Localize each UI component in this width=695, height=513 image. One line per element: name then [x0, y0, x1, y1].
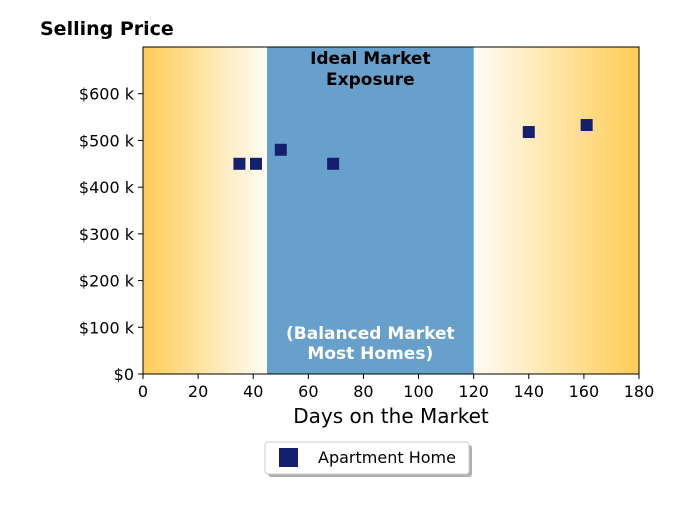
y-tick-label: $300 k: [79, 225, 135, 244]
data-point-6: [580, 119, 593, 132]
y-tick-label: $200 k: [79, 272, 135, 291]
legend-box: [264, 441, 470, 475]
x-axis-title: Days on the Market: [293, 404, 489, 428]
data-points: [233, 119, 593, 170]
data-point-2: [249, 157, 262, 170]
data-point-4: [327, 157, 340, 170]
data-point-1: [233, 157, 246, 170]
band-bottom-label-line1: (Balanced Market: [286, 324, 455, 344]
background-gradient-right: [473, 47, 639, 374]
y-tick-label: $100 k: [79, 318, 135, 337]
plot-area: [143, 47, 639, 374]
legend-marker-apartment-home: [279, 448, 298, 467]
x-tick-label: 120: [458, 382, 489, 401]
data-point-5: [522, 126, 535, 139]
x-tick-label: 60: [298, 382, 318, 401]
chart-title: Selling Price: [40, 18, 174, 40]
x-tick-label: 140: [514, 382, 545, 401]
y-tick-label: $0: [114, 365, 134, 384]
x-tick-label: 80: [353, 382, 373, 401]
band-top-label-line1: Ideal Market: [310, 49, 431, 69]
x-tick-label: 180: [624, 382, 655, 401]
x-tick-label: 0: [138, 382, 148, 401]
x-tick-label: 160: [569, 382, 600, 401]
x-tick-label: 20: [188, 382, 208, 401]
band-top-label-line2: Exposure: [326, 70, 415, 90]
plot-frame: [142, 46, 640, 375]
band-bottom-label-line2: Most Homes): [307, 344, 433, 364]
ideal-market-band: [267, 47, 474, 374]
x-tick-label: 100: [403, 382, 434, 401]
x-tick-label: 40: [243, 382, 263, 401]
y-tick-label: $500 k: [79, 131, 135, 150]
y-tick-label: $400 k: [79, 178, 135, 197]
legend-label-apartment-home: Apartment Home: [318, 448, 456, 467]
y-tick-label: $600 k: [79, 85, 135, 104]
x-axis: 0 20 40 60 80 100 120 140 160 180: [138, 374, 654, 401]
y-axis: $0 $100 k $200 k $300 k $400 k $500 k $600 k: [79, 85, 143, 384]
background-gradient-left: [143, 47, 267, 374]
legend: Apartment Home: [264, 441, 472, 477]
data-point-3: [274, 143, 287, 156]
